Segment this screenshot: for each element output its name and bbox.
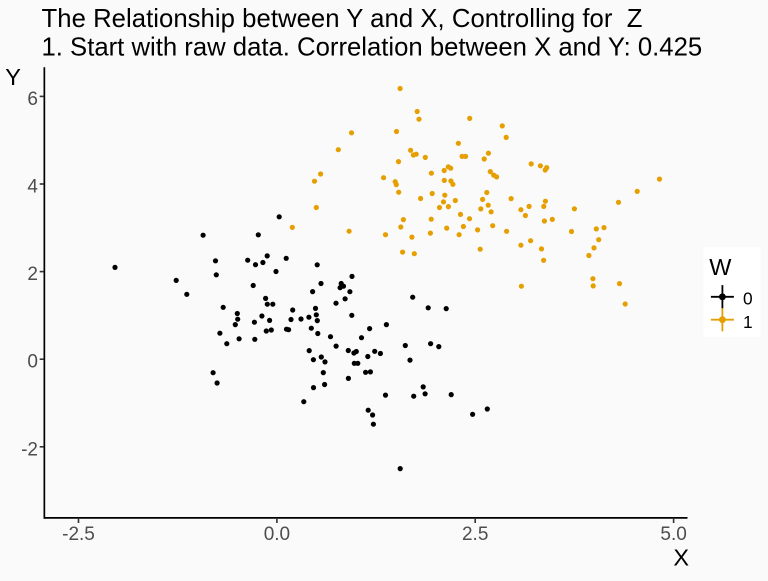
svg-text:0: 0 xyxy=(27,352,38,373)
svg-text:1. Start with raw data. Correl: 1. Start with raw data. Correlation betw… xyxy=(42,33,703,61)
svg-text:The Relationship between Y and: The Relationship between Y and X, Contro… xyxy=(42,5,643,33)
svg-text:1: 1 xyxy=(743,312,753,332)
svg-text:W: W xyxy=(709,254,732,280)
svg-text:6: 6 xyxy=(27,89,38,110)
svg-text:-2: -2 xyxy=(21,439,38,460)
svg-text:Y: Y xyxy=(5,64,21,90)
svg-text:5.0: 5.0 xyxy=(660,524,686,545)
svg-text:2: 2 xyxy=(27,264,38,285)
svg-text:-2.5: -2.5 xyxy=(62,524,95,545)
svg-text:2.5: 2.5 xyxy=(462,524,488,545)
svg-text:4: 4 xyxy=(27,177,38,198)
svg-text:0.0: 0.0 xyxy=(264,524,290,545)
svg-text:X: X xyxy=(673,544,689,570)
svg-text:0: 0 xyxy=(743,289,753,309)
